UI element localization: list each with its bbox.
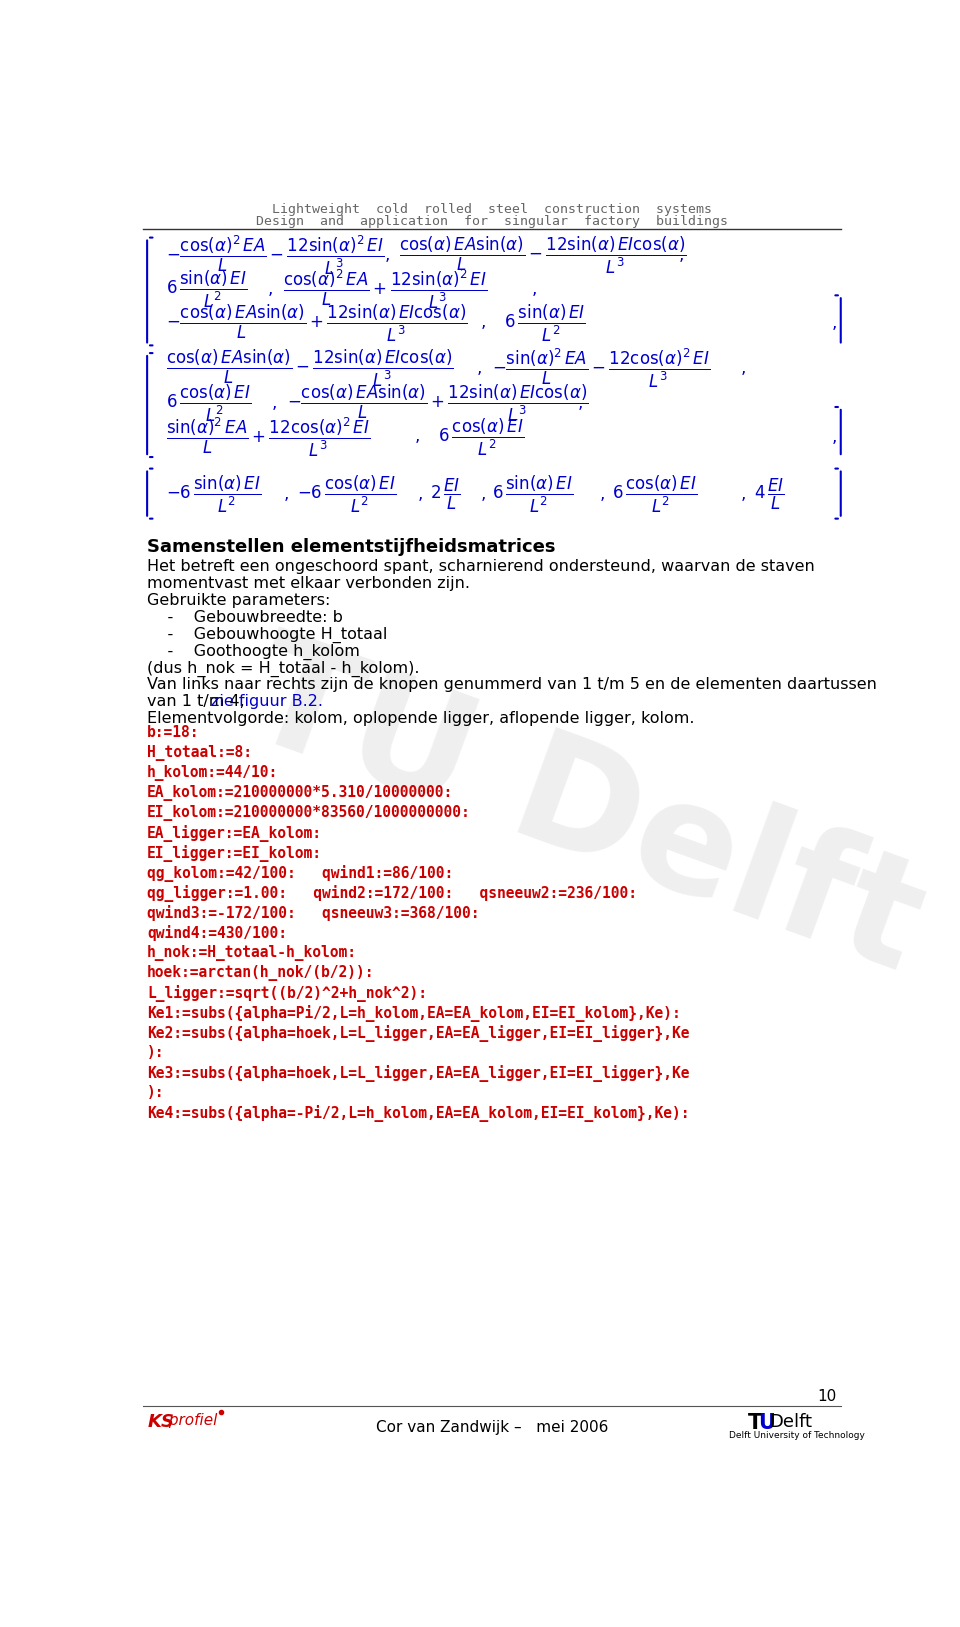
Text: $,$: $,$ [383,246,389,264]
Text: momentvast met elkaar verbonden zijn.: momentvast met elkaar verbonden zijn. [147,576,470,591]
Text: $,\quad 6\,\dfrac{\sin(\alpha)\,EI}{L^{2}}$: $,\quad 6\,\dfrac{\sin(\alpha)\,EI}{L^{2… [480,303,587,343]
Text: L_ligger:=sqrt((b/2)^2+h_nok^2):: L_ligger:=sqrt((b/2)^2+h_nok^2): [147,986,427,1002]
Text: qg_kolom:=42/100:   qwind1:=86/100:: qg_kolom:=42/100: qwind1:=86/100: [147,866,453,882]
Text: $2\,\dfrac{EI}{L}$: $2\,\dfrac{EI}{L}$ [430,477,461,511]
Text: $,$: $,$ [480,485,486,503]
Text: $,$: $,$ [678,246,684,264]
Text: KS: KS [147,1414,174,1432]
Text: hoek:=arctan(h_nok/(b/2)):: hoek:=arctan(h_nok/(b/2)): [147,965,374,981]
Text: EI_kolom:=210000000*83560/1000000000:: EI_kolom:=210000000*83560/1000000000: [147,805,470,822]
Text: EA_kolom:=210000000*5.310/10000000:: EA_kolom:=210000000*5.310/10000000: [147,786,453,800]
Text: $,$: $,$ [531,280,537,298]
Text: $-\dfrac{\cos(\alpha)\,EA\sin(\alpha)}{L} + \dfrac{12\sin(\alpha)\,EI\cos(\alpha: $-\dfrac{\cos(\alpha)\,EA\sin(\alpha)}{L… [166,303,468,343]
Text: $-6\,\dfrac{\sin(\alpha)\,EI}{L^{2}}$: $-6\,\dfrac{\sin(\alpha)\,EI}{L^{2}}$ [166,473,261,514]
Text: $,$: $,$ [831,314,837,332]
Text: $-\dfrac{\cos(\alpha)^{2}\,EA}{L} - \dfrac{12\sin(\alpha)^{2}\,EI}{L^{3}}$: $-\dfrac{\cos(\alpha)^{2}\,EA}{L} - \dfr… [166,234,385,277]
Text: TU Delft: TU Delft [228,622,941,1002]
Text: qwind4:=430/100:: qwind4:=430/100: [147,926,287,940]
Text: Gebruikte parameters:: Gebruikte parameters: [147,592,330,607]
Text: Delft University of Technology: Delft University of Technology [729,1432,865,1440]
Text: Ke1:=subs({alpha=Pi/2,L=h_kolom,EA=EA_kolom,EI=EI_kolom},Ke):: Ke1:=subs({alpha=Pi/2,L=h_kolom,EA=EA_ko… [147,1005,681,1022]
Text: $6\,\dfrac{\cos(\alpha)\,EI}{L^{2}}$: $6\,\dfrac{\cos(\alpha)\,EI}{L^{2}}$ [166,382,252,423]
Text: $-\dfrac{\cos(\alpha)\,EA\sin(\alpha)}{L} + \dfrac{12\sin(\alpha)\,EI\cos(\alpha: $-\dfrac{\cos(\alpha)\,EA\sin(\alpha)}{L… [287,382,588,423]
Text: h_kolom:=44/10:: h_kolom:=44/10: [147,765,278,781]
Text: $-6\,\dfrac{\cos(\alpha)\,EI}{L^{2}}$: $-6\,\dfrac{\cos(\alpha)\,EI}{L^{2}}$ [297,473,396,514]
Text: profiel: profiel [164,1414,218,1429]
Text: H_totaal:=8:: H_totaal:=8: [147,745,252,761]
Text: $,$: $,$ [577,394,583,412]
Text: zie figuur B.2.: zie figuur B.2. [210,695,323,709]
Text: $,$: $,$ [283,485,289,503]
Text: Cor van Zandwijk –   mei 2006: Cor van Zandwijk – mei 2006 [375,1419,609,1435]
Text: $,$: $,$ [267,280,273,298]
Text: Lightweight  cold  rolled  steel  construction  systems: Lightweight cold rolled steel constructi… [272,203,712,216]
Text: Ke3:=subs({alpha=hoek,L=L_ligger,EA=EA_ligger,EI=EI_ligger},Ke: Ke3:=subs({alpha=hoek,L=L_ligger,EA=EA_l… [147,1066,689,1082]
Text: $\dfrac{\cos(\alpha)\,EA\sin(\alpha)}{L} - \dfrac{12\sin(\alpha)\,EI\cos(\alpha): $\dfrac{\cos(\alpha)\,EA\sin(\alpha)}{L}… [166,348,454,389]
Text: $,\quad 6\,\dfrac{\cos(\alpha)\,EI}{L^{2}}$: $,\quad 6\,\dfrac{\cos(\alpha)\,EI}{L^{2… [415,417,524,457]
Text: $,$: $,$ [271,394,276,412]
Text: $\dfrac{\cos(\alpha)\,EA\sin(\alpha)}{L} - \dfrac{12\sin(\alpha)\,EI\cos(\alpha): $\dfrac{\cos(\alpha)\,EA\sin(\alpha)}{L}… [399,234,686,277]
Text: Design  and  application  for  singular  factory  buildings: Design and application for singular fact… [256,215,728,228]
Text: $,$: $,$ [740,485,746,503]
Text: ):: ): [147,1045,164,1061]
Text: Het betreft een ongeschoord spant, scharnierend ondersteund, waarvan de staven: Het betreft een ongeschoord spant, schar… [147,558,815,574]
Text: b:=18:: b:=18: [147,726,200,740]
Text: U: U [757,1414,775,1433]
Text: -    Gebouwhoogte H_totaal: - Gebouwhoogte H_totaal [147,626,388,643]
Text: Van links naar rechts zijn de knopen genummerd van 1 t/m 5 en de elementen daart: Van links naar rechts zijn de knopen gen… [147,677,877,691]
Text: -    Gebouwbreedte: b: - Gebouwbreedte: b [147,610,343,625]
Text: Delft: Delft [770,1414,812,1432]
Text: qwind3:=-172/100:   qsneeuw3:=368/100:: qwind3:=-172/100: qsneeuw3:=368/100: [147,905,480,921]
Text: $,$: $,$ [417,485,422,503]
Text: Ke4:=subs({alpha=-Pi/2,L=h_kolom,EA=EA_kolom,EI=EI_kolom},Ke):: Ke4:=subs({alpha=-Pi/2,L=h_kolom,EA=EA_k… [147,1105,689,1123]
Text: $\dfrac{\sin(\alpha)^{2}\,EA}{L} + \dfrac{12\cos(\alpha)^{2}\,EI}{L^{3}}$: $\dfrac{\sin(\alpha)^{2}\,EA}{L} + \dfra… [166,415,371,459]
Text: EI_ligger:=EI_kolom:: EI_ligger:=EI_kolom: [147,844,323,862]
Text: Samenstellen elementstijfheidsmatrices: Samenstellen elementstijfheidsmatrices [147,539,556,556]
Text: $6\,\dfrac{\cos(\alpha)\,EI}{L^{2}}$: $6\,\dfrac{\cos(\alpha)\,EI}{L^{2}}$ [612,473,697,514]
Text: (dus h_nok = H_totaal - h_kolom).: (dus h_nok = H_totaal - h_kolom). [147,661,420,677]
Text: qg_ligger:=1.00:   qwind2:=172/100:   qsneeuw2:=236/100:: qg_ligger:=1.00: qwind2:=172/100: qsneeu… [147,885,637,901]
Text: -    Goothoogte h_kolom: - Goothoogte h_kolom [147,643,360,659]
Text: Elementvolgorde: kolom, oplopende ligger, aflopende ligger, kolom.: Elementvolgorde: kolom, oplopende ligger… [147,711,695,726]
Text: 10: 10 [818,1389,837,1404]
Text: T: T [748,1414,762,1433]
Text: ):: ): [147,1085,164,1100]
Text: $6\,\dfrac{\sin(\alpha)\,EI}{L^{2}}$: $6\,\dfrac{\sin(\alpha)\,EI}{L^{2}}$ [492,473,573,514]
Text: $-\dfrac{\sin(\alpha)^{2}\,EA}{L} - \dfrac{12\cos(\alpha)^{2}\,EI}{L^{3}}$: $-\dfrac{\sin(\alpha)^{2}\,EA}{L} - \dfr… [492,347,710,390]
Text: $4\,\dfrac{EI}{L}$: $4\,\dfrac{EI}{L}$ [754,477,784,511]
Text: $,$: $,$ [740,360,746,377]
Text: Ke2:=subs({alpha=hoek,L=L_ligger,EA=EA_ligger,EI=EI_ligger},Ke: Ke2:=subs({alpha=hoek,L=L_ligger,EA=EA_l… [147,1025,689,1043]
Text: h_nok:=H_totaal-h_kolom:: h_nok:=H_totaal-h_kolom: [147,945,357,962]
Text: van 1 t/m 4,: van 1 t/m 4, [147,695,250,709]
Text: $\dfrac{\cos(\alpha)^{2}\,EA}{L} + \dfrac{12\sin(\alpha)^{2}\,EI}{L^{3}}$: $\dfrac{\cos(\alpha)^{2}\,EA}{L} + \dfra… [283,267,487,311]
Text: $,$: $,$ [476,360,482,377]
Text: $,$: $,$ [599,485,605,503]
Text: $,$: $,$ [831,428,837,446]
Text: EA_ligger:=EA_kolom:: EA_ligger:=EA_kolom: [147,825,323,843]
Text: $6\,\dfrac{\sin(\alpha)\,EI}{L^{2}}$: $6\,\dfrac{\sin(\alpha)\,EI}{L^{2}}$ [166,268,248,309]
